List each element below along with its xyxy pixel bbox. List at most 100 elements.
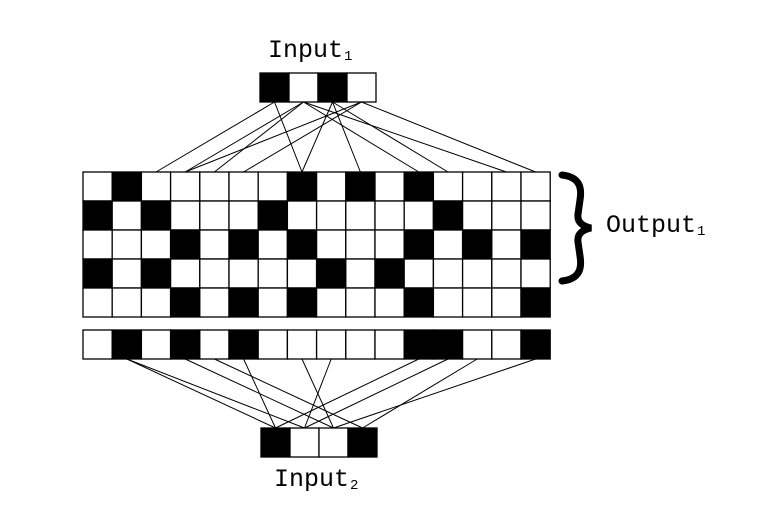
output1-cell: [461, 258, 493, 289]
output1-cell: [140, 229, 172, 260]
output1-cell: [111, 200, 143, 231]
input2-connection-line: [301, 358, 334, 429]
input1-connection-line: [184, 101, 304, 173]
bottom-row-cell: [374, 329, 405, 360]
bottom-row-cell: [257, 329, 289, 360]
input1-cell: [288, 72, 319, 103]
input1-cell: [259, 72, 290, 103]
output1-cell: [520, 171, 551, 202]
output1-cell: [432, 171, 464, 202]
input2-cell: [289, 427, 320, 458]
output1-cell: [461, 171, 493, 202]
input2-connection-line: [275, 358, 420, 429]
bottom-row-cell: [520, 329, 551, 360]
input2-connection-line: [304, 358, 449, 429]
output1-brace: [558, 171, 592, 285]
output1-cell: [199, 258, 230, 289]
input1-cell: [317, 72, 348, 103]
output1-cell: [491, 200, 522, 231]
output1-cell: [169, 171, 201, 202]
input1-connection-line: [301, 101, 333, 173]
output1-cell: [228, 229, 259, 260]
output1-cell: [169, 200, 201, 231]
output1-cell: [111, 287, 143, 318]
output1-cell: [82, 287, 113, 318]
output1-cell: [374, 229, 405, 260]
output1-cell: [315, 171, 347, 202]
input2-cell: [347, 427, 378, 458]
output1-cell: [461, 200, 493, 231]
output1-cell: [315, 258, 347, 289]
bottom-row-cell: [228, 329, 259, 360]
bottom-row-cell: [345, 329, 376, 360]
input2-connection-line: [333, 358, 536, 429]
bottom-row-cell: [403, 329, 435, 360]
output1-cell: [169, 258, 201, 289]
output1-cell: [520, 287, 551, 318]
input1-label: Input1: [268, 36, 353, 65]
bottom-row-cell: [199, 329, 230, 360]
input1-connection-line: [185, 101, 362, 173]
bottom-row-cell: [432, 329, 464, 360]
output1-cell: [82, 258, 113, 289]
output1-cell: [491, 287, 522, 318]
output1-cell: [169, 287, 201, 318]
output1-cell: [140, 171, 172, 202]
output1-cell: [199, 229, 230, 260]
output1-cell: [257, 287, 289, 318]
output1-cell: [374, 200, 405, 231]
output1-cell: [228, 200, 259, 231]
output1-cell: [82, 229, 113, 260]
output1-cell: [520, 258, 551, 289]
output1-cell: [461, 229, 493, 260]
bottom-row-cell: [111, 329, 143, 360]
output1-cell: [257, 171, 289, 202]
output1-cell: [199, 171, 230, 202]
output1-cell: [345, 287, 376, 318]
output1-cell: [169, 229, 201, 260]
output1-cell: [345, 258, 376, 289]
output1-label: Output1: [606, 211, 706, 240]
bottom-row-cell: [461, 329, 493, 360]
input2-connection-line: [184, 358, 334, 429]
output1-cell: [491, 229, 522, 260]
output1-cell: [432, 229, 464, 260]
output1-cell: [432, 200, 464, 231]
output1-cell: [286, 287, 318, 318]
output1-cell: [315, 287, 347, 318]
output1-cell: [140, 200, 172, 231]
output1-cell: [82, 200, 113, 231]
output1-cell: [345, 200, 376, 231]
input1-connection-line: [332, 101, 361, 173]
bottom-row-cell: [169, 329, 201, 360]
bottom-row-cell: [315, 329, 347, 360]
output1-cell: [403, 200, 435, 231]
input2-connection-line: [126, 358, 305, 429]
output1-cell: [228, 171, 259, 202]
output1-cell: [315, 229, 347, 260]
output1-cell: [199, 200, 230, 231]
output1-cell: [286, 229, 318, 260]
output1-cell: [228, 287, 259, 318]
output1-cell: [403, 171, 435, 202]
bottom-row-cell: [82, 329, 113, 360]
output1-cell: [257, 200, 289, 231]
input1-cell: [346, 72, 377, 103]
output1-cell: [403, 287, 435, 318]
input1-connection-line: [214, 101, 304, 173]
output1-cell: [374, 287, 405, 318]
output1-cell: [286, 258, 318, 289]
output1-cell: [228, 258, 259, 289]
output1-cell: [140, 287, 172, 318]
output1-cell: [520, 200, 551, 231]
output1-cell: [403, 229, 435, 260]
input1-connection-line: [243, 101, 362, 173]
output1-cell: [111, 229, 143, 260]
output1-cell: [403, 258, 435, 289]
output1-cell: [432, 287, 464, 318]
output1-cell: [315, 200, 347, 231]
input2-label: Input2: [274, 465, 359, 494]
output1-cell: [374, 258, 405, 289]
